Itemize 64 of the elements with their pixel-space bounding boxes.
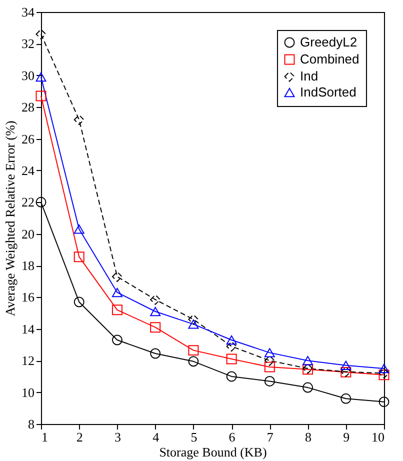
y-tick-label: 32 (22, 36, 34, 52)
point (112, 288, 122, 298)
x-tick-label: 8 (305, 430, 312, 444)
point (378, 396, 390, 408)
point (340, 393, 352, 404)
legend-label: IndSorted (300, 84, 356, 100)
point (36, 72, 46, 82)
y-tick-label: 14 (22, 321, 35, 336)
point (378, 364, 390, 374)
y-tick-label: 20 (22, 226, 34, 242)
point (188, 356, 199, 367)
x-tick-label: 9 (343, 430, 350, 444)
y-tick-label: 22 (22, 194, 34, 210)
x-tick-label: 7 (266, 430, 274, 444)
legend-label: Ind (300, 68, 318, 84)
y-tick-label: 12 (22, 353, 34, 368)
point (150, 322, 161, 333)
point (302, 356, 314, 366)
y-tick-label: 26 (22, 131, 35, 146)
point (150, 294, 161, 305)
x-tick-label: 5 (190, 430, 198, 444)
y-tick-label: 30 (22, 68, 34, 83)
x-tick-label: 10 (372, 430, 384, 444)
point (150, 306, 161, 316)
point (112, 271, 122, 282)
point (112, 334, 122, 346)
x-tick-label: 2 (76, 430, 83, 444)
y-axis-title: Average Weighted Relative Error (%) (2, 120, 18, 316)
x-tick-label: 6 (228, 430, 236, 444)
legend-label: Combined (300, 52, 360, 66)
y-tick-label: 24 (22, 162, 35, 178)
point (226, 335, 237, 345)
point (36, 90, 46, 102)
y-tick-label: 18 (22, 258, 34, 274)
point (226, 354, 237, 364)
point (188, 345, 199, 356)
point (74, 296, 84, 308)
y-tick-label: 10 (22, 384, 34, 400)
point (302, 382, 314, 393)
point (74, 224, 84, 234)
point (264, 362, 275, 372)
point (74, 252, 84, 262)
point (36, 28, 46, 40)
point (340, 360, 352, 370)
x-tick-label: 4 (152, 430, 160, 444)
point (36, 196, 46, 208)
point (264, 376, 275, 386)
y-tick-label: 34 (22, 4, 35, 20)
point (264, 348, 275, 358)
y-tick-label: 16 (22, 290, 35, 305)
y-tick-label: 28 (22, 100, 34, 115)
x-tick-label: 3 (114, 430, 121, 444)
point (188, 314, 199, 325)
point (74, 114, 84, 125)
point (264, 355, 275, 366)
point (188, 320, 199, 329)
point (226, 371, 237, 382)
x-tick-label: 1 (42, 430, 48, 444)
point (226, 341, 237, 352)
point (150, 348, 161, 359)
y-tick-label: 8 (28, 416, 34, 432)
x-axis-title: Storage Bound (KB) (159, 444, 267, 460)
legend-label: GreedyL2 (300, 34, 358, 50)
point (112, 304, 122, 316)
